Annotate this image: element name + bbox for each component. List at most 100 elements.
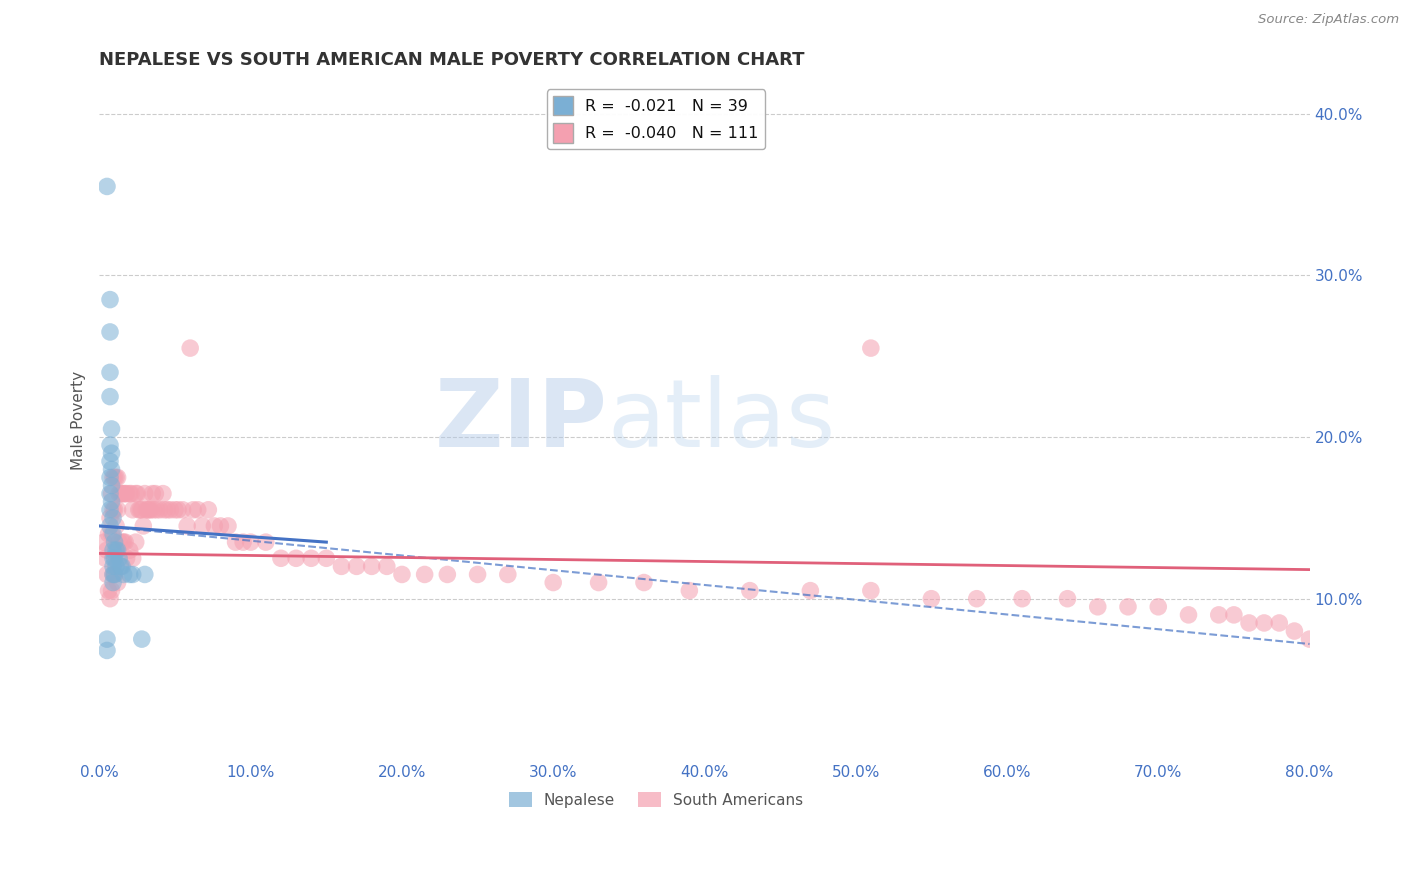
Point [96,543,118,558]
Point [1116,599,1139,614]
Text: Source: ZipAtlas.com: Source: ZipAtlas.com [1258,13,1399,27]
Point [678,583,700,598]
Point [121,551,143,566]
Point [152,486,174,500]
Point [98,503,121,517]
Point [172,503,194,517]
Point [588,575,610,590]
Point [127,486,149,500]
Text: ZIP: ZIP [434,375,607,467]
Point [391,567,413,582]
Point [103,567,125,582]
Point [103,567,125,582]
Point [101,503,124,517]
Point [98,438,121,452]
Point [98,365,121,379]
Point [115,486,138,500]
Point [125,535,148,549]
Point [101,527,124,541]
Point [112,567,135,582]
Point [100,462,122,476]
Point [103,470,125,484]
Point [633,575,655,590]
Point [129,503,152,517]
Point [96,643,118,657]
Point [254,535,277,549]
Point [146,503,169,517]
Point [149,503,172,517]
Point [131,632,153,647]
Point [107,503,129,517]
Point [132,519,155,533]
Point [153,503,176,517]
Point [98,591,121,606]
Point [1208,607,1230,622]
Point [111,486,134,500]
Point [1056,591,1078,606]
Point [315,551,337,566]
Point [103,551,125,566]
Point [738,583,761,598]
Point [330,559,353,574]
Y-axis label: Male Poverty: Male Poverty [72,371,86,470]
Point [108,551,131,566]
Point [360,559,382,574]
Point [270,551,292,566]
Point [111,535,134,549]
Point [138,503,160,517]
Point [176,519,198,533]
Point [98,390,121,404]
Text: NEPALESE VS SOUTH AMERICAN MALE POVERTY CORRELATION CHART: NEPALESE VS SOUTH AMERICAN MALE POVERTY … [100,51,804,69]
Point [187,503,209,517]
Point [191,519,214,533]
Point [165,503,187,517]
Point [232,535,254,549]
Point [110,486,132,500]
Point [107,470,129,484]
Point [105,559,128,574]
Point [103,503,125,517]
Point [100,478,122,492]
Point [101,551,124,566]
Point [125,486,148,500]
Point [217,519,239,533]
Point [121,567,143,582]
Point [112,486,135,500]
Point [1237,615,1260,630]
Point [94,551,117,566]
Legend: Nepalese, South Americans: Nepalese, South Americans [503,786,810,814]
Point [98,293,121,307]
Point [139,503,162,517]
Point [346,559,368,574]
Point [131,503,153,517]
Point [225,535,247,549]
Point [100,422,122,436]
Point [110,559,132,574]
Point [101,470,124,484]
Point [105,519,128,533]
Point [96,632,118,647]
Point [108,535,131,549]
Point [101,559,124,574]
Point [541,575,564,590]
Point [1011,591,1033,606]
Point [98,511,121,525]
Point [100,446,122,460]
Point [97,527,120,541]
Point [375,559,398,574]
Point [859,341,882,355]
Point [105,470,128,484]
Point [100,494,122,508]
Point [114,535,136,549]
Point [159,503,181,517]
Point [1253,615,1275,630]
Point [467,567,489,582]
Point [496,567,519,582]
Point [98,486,121,500]
Point [1284,624,1306,638]
Point [1223,607,1246,622]
Point [799,583,821,598]
Point [111,559,134,574]
Point [966,591,988,606]
Point [118,486,141,500]
